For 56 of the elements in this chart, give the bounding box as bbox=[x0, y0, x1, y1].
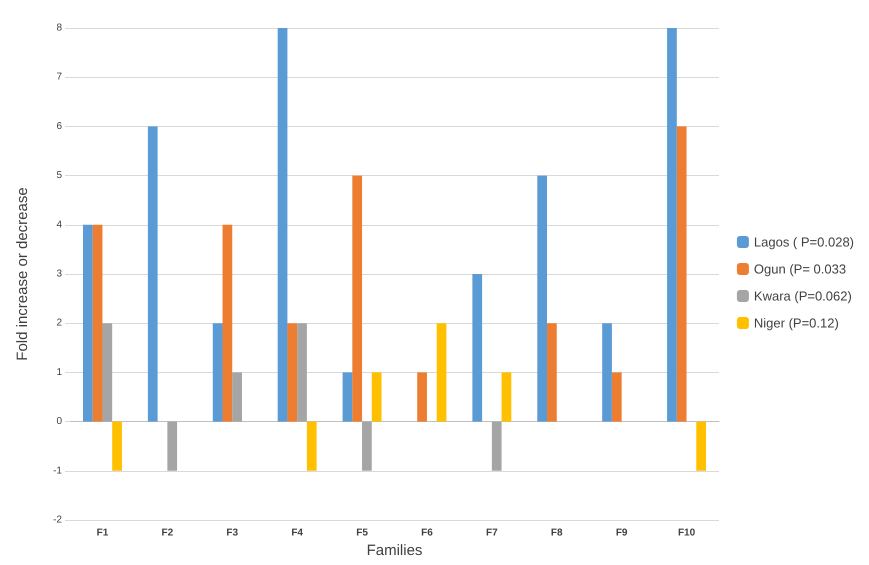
bar bbox=[297, 323, 307, 422]
bar bbox=[342, 372, 352, 422]
bar bbox=[112, 422, 122, 471]
x-tick-label: F9 bbox=[616, 528, 628, 538]
x-tick-label: F5 bbox=[356, 528, 368, 538]
x-axis-title: Families bbox=[366, 542, 422, 559]
x-tick-label: F7 bbox=[486, 528, 498, 538]
bar bbox=[502, 372, 512, 422]
bar bbox=[537, 176, 548, 422]
bar bbox=[696, 422, 706, 471]
bar bbox=[212, 323, 223, 422]
y-tick-label: 7 bbox=[56, 72, 62, 83]
legend-label: Kwara (P=0.062) bbox=[754, 288, 852, 304]
bar bbox=[222, 224, 232, 422]
bar bbox=[667, 28, 677, 422]
legend-label: Ogun (P= 0.033 bbox=[754, 262, 846, 276]
y-axis-title: Fold increase or decrease bbox=[14, 187, 31, 361]
bar bbox=[306, 422, 317, 471]
legend-label: Lagos ( P=0.028) bbox=[754, 234, 854, 250]
bar bbox=[232, 372, 242, 422]
bar bbox=[612, 372, 622, 422]
x-tick-label: F6 bbox=[421, 528, 434, 538]
y-tick-label: 8 bbox=[56, 22, 62, 34]
y-tick-label: 3 bbox=[56, 268, 62, 280]
y-tick-label: -2 bbox=[53, 514, 62, 526]
y-tick-label: 4 bbox=[56, 219, 62, 230]
bar bbox=[602, 323, 612, 422]
bar bbox=[547, 323, 557, 422]
y-tick-label: 0 bbox=[56, 416, 62, 428]
x-tick-label: F8 bbox=[550, 528, 564, 538]
bar bbox=[148, 126, 158, 422]
x-tick-label: F4 bbox=[291, 528, 304, 538]
y-tick-label: 2 bbox=[56, 318, 62, 329]
bar bbox=[278, 28, 288, 422]
x-tick-label: F10 bbox=[678, 528, 696, 538]
bar bbox=[82, 224, 93, 422]
bar bbox=[287, 323, 298, 422]
bar bbox=[492, 422, 502, 471]
bar bbox=[676, 126, 687, 422]
bar bbox=[436, 323, 446, 422]
bar bbox=[352, 176, 362, 422]
x-tick-label: F1 bbox=[96, 528, 109, 538]
bar bbox=[102, 323, 112, 422]
bar bbox=[472, 274, 482, 422]
bar bbox=[92, 224, 102, 422]
bar bbox=[362, 422, 372, 471]
y-tick-label: -1 bbox=[53, 465, 62, 476]
bar bbox=[372, 372, 382, 422]
y-tick-label: 1 bbox=[56, 366, 62, 378]
bar bbox=[167, 422, 178, 471]
y-tick-label: 5 bbox=[56, 170, 62, 182]
x-tick-label: F2 bbox=[162, 528, 174, 538]
x-tick-label: F3 bbox=[226, 528, 239, 538]
y-tick-label: 6 bbox=[56, 120, 62, 132]
bar bbox=[417, 372, 427, 422]
legend-label: Niger (P=0.12) bbox=[754, 316, 839, 330]
